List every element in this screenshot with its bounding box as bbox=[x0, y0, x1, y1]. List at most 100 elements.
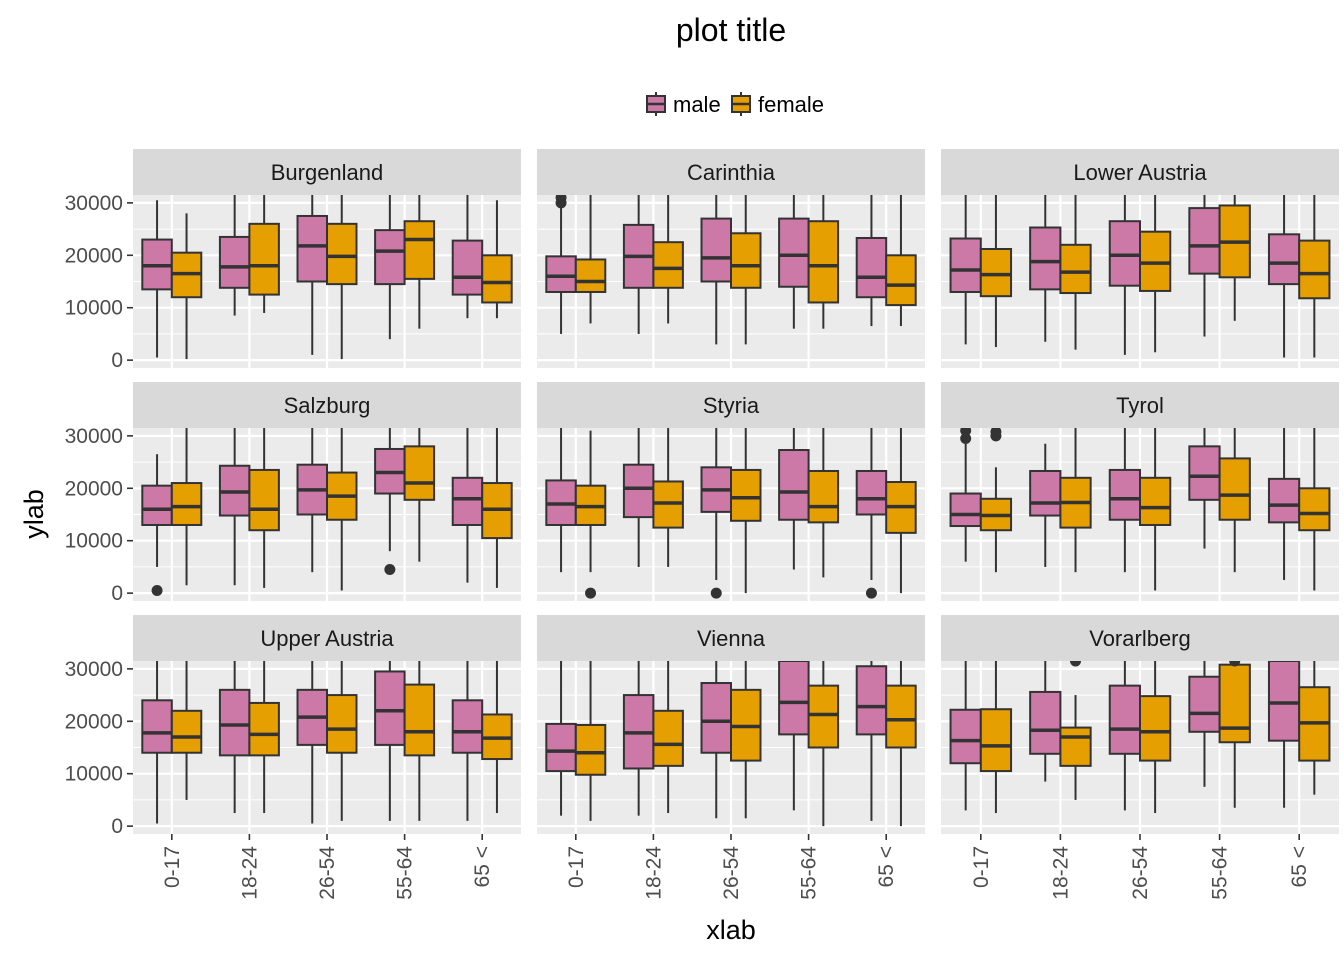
facet-strip bbox=[941, 382, 1339, 428]
box-iqr bbox=[949, 492, 982, 528]
facet-label: Upper Austria bbox=[260, 626, 394, 651]
box-iqr bbox=[855, 469, 888, 516]
box-male bbox=[1188, 661, 1221, 787]
box-female bbox=[403, 428, 436, 562]
outlier-point bbox=[960, 432, 972, 444]
facet-panel: Burgenland 0 10000 20000 30000 bbox=[65, 149, 521, 372]
box-male bbox=[296, 661, 328, 824]
box-male bbox=[855, 428, 888, 599]
box-female bbox=[1298, 195, 1331, 358]
box-female bbox=[170, 213, 203, 360]
outlier-point bbox=[1070, 661, 1082, 667]
box-iqr bbox=[1139, 476, 1172, 526]
box-male bbox=[1267, 195, 1301, 358]
box-iqr bbox=[248, 701, 280, 757]
box-iqr bbox=[574, 258, 607, 293]
x-tick-label: 55-64 bbox=[394, 846, 417, 900]
box-iqr bbox=[374, 229, 406, 286]
box-iqr bbox=[1267, 661, 1301, 742]
box-female bbox=[652, 428, 684, 567]
legend: male female bbox=[646, 92, 824, 117]
box-iqr bbox=[778, 661, 810, 736]
x-tick-label: 26-54 bbox=[1129, 846, 1152, 900]
box-iqr bbox=[1188, 445, 1221, 501]
box-iqr bbox=[807, 220, 840, 304]
box-male bbox=[778, 195, 810, 329]
box-male bbox=[855, 661, 888, 821]
facet-panel: Vienna 0-17 18-24 26-54 55-64 65 < bbox=[537, 615, 925, 900]
box-iqr bbox=[1267, 477, 1301, 524]
facet-strip bbox=[537, 615, 925, 661]
box-iqr bbox=[326, 694, 358, 754]
box-male bbox=[949, 428, 982, 562]
box-female bbox=[730, 428, 762, 594]
box-male bbox=[218, 428, 251, 586]
legend-key-female bbox=[731, 92, 751, 116]
facet-panel: Carinthia bbox=[537, 149, 925, 368]
box-iqr bbox=[1108, 220, 1141, 287]
box-iqr bbox=[1108, 684, 1141, 755]
box-iqr bbox=[700, 682, 733, 754]
facet-panel: Styria bbox=[537, 382, 925, 601]
outlier-point bbox=[585, 587, 597, 599]
panel-boxes bbox=[141, 195, 513, 360]
box-male bbox=[1029, 443, 1062, 567]
box-iqr bbox=[141, 699, 173, 754]
box-female bbox=[652, 661, 684, 814]
box-iqr bbox=[979, 708, 1013, 773]
box-female bbox=[574, 661, 607, 821]
box-male bbox=[545, 428, 577, 573]
panel-boxes bbox=[949, 195, 1331, 358]
box-iqr bbox=[1267, 233, 1301, 286]
facet-strip bbox=[941, 615, 1339, 661]
facet-panel: Salzburg 0 10000 20000 30000 bbox=[65, 382, 521, 605]
facet-panel: Lower Austria bbox=[941, 149, 1339, 368]
box-iqr bbox=[248, 222, 280, 296]
box-iqr bbox=[403, 220, 436, 280]
y-tick-label: 20000 bbox=[65, 477, 123, 500]
facet-label: Vienna bbox=[697, 626, 766, 651]
facet-strip bbox=[133, 149, 521, 195]
box-female bbox=[807, 661, 840, 827]
box-iqr bbox=[622, 463, 655, 519]
panel-boxes bbox=[545, 428, 917, 599]
facet-label: Vorarlberg bbox=[1089, 626, 1191, 651]
box-iqr bbox=[481, 254, 513, 304]
box-iqr bbox=[730, 232, 762, 289]
box-female bbox=[730, 661, 762, 819]
facet-strip bbox=[537, 149, 925, 195]
x-tick-label: 65 < bbox=[471, 846, 494, 887]
facet-label: Carinthia bbox=[687, 160, 776, 185]
panel-boxes bbox=[949, 661, 1331, 814]
box-male bbox=[700, 428, 733, 599]
outlier-point bbox=[151, 585, 163, 597]
box-iqr bbox=[1059, 243, 1092, 295]
box-female bbox=[1298, 661, 1331, 795]
facet-strip bbox=[941, 149, 1339, 195]
box-male bbox=[451, 428, 484, 583]
box-iqr bbox=[778, 217, 810, 288]
box-iqr bbox=[326, 222, 358, 286]
x-tick-label: 18-24 bbox=[238, 846, 261, 900]
box-iqr bbox=[1218, 663, 1251, 744]
box-iqr bbox=[451, 476, 484, 526]
box-male bbox=[700, 661, 733, 819]
box-iqr bbox=[218, 235, 251, 289]
y-tick-label: 10000 bbox=[65, 763, 123, 786]
y-tick-label: 0 bbox=[111, 349, 123, 372]
box-female bbox=[730, 195, 762, 345]
box-iqr bbox=[403, 445, 436, 501]
box-iqr bbox=[296, 214, 328, 283]
panel-boxes bbox=[141, 428, 513, 597]
y-tick-label: 20000 bbox=[65, 710, 123, 733]
y-tick-label: 30000 bbox=[65, 425, 123, 448]
box-male bbox=[374, 195, 406, 340]
x-tick-label: 0-17 bbox=[161, 846, 184, 888]
box-iqr bbox=[1218, 457, 1251, 521]
box-iqr bbox=[1139, 695, 1172, 762]
box-female bbox=[1218, 195, 1251, 321]
box-female bbox=[481, 428, 513, 588]
facet-label: Salzburg bbox=[284, 393, 371, 418]
box-iqr bbox=[451, 239, 484, 296]
box-iqr bbox=[451, 699, 484, 754]
